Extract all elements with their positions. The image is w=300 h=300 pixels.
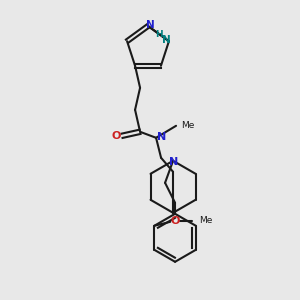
- Text: N: N: [158, 132, 167, 142]
- Text: Me: Me: [181, 121, 194, 130]
- Text: N: N: [169, 157, 179, 167]
- Text: N: N: [146, 20, 154, 30]
- Text: O: O: [171, 216, 180, 226]
- Text: Me: Me: [199, 216, 213, 225]
- Text: N: N: [161, 35, 170, 45]
- Text: O: O: [111, 131, 121, 141]
- Text: H: H: [155, 30, 163, 39]
